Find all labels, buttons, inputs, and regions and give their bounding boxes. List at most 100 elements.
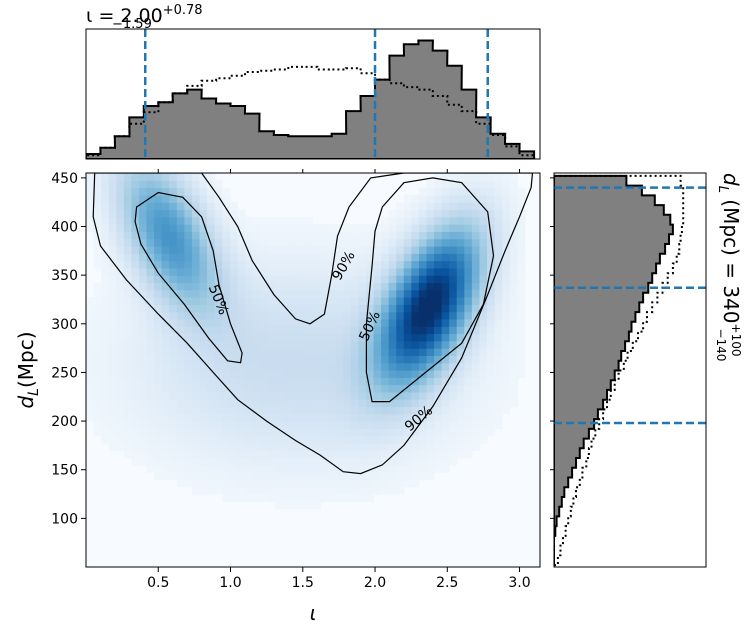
heatmap-cell bbox=[509, 384, 518, 393]
heatmap-cell bbox=[169, 238, 178, 247]
heatmap-cell bbox=[335, 267, 344, 276]
heatmap-cell bbox=[381, 413, 390, 422]
heatmap-cell bbox=[343, 275, 352, 284]
heatmap-cell bbox=[131, 428, 140, 437]
heatmap-cell bbox=[471, 391, 481, 400]
heatmap-cell bbox=[403, 231, 412, 240]
heatmap-cell bbox=[320, 450, 329, 459]
heatmap-cell bbox=[154, 391, 163, 400]
heatmap-cell bbox=[396, 442, 405, 451]
heatmap-cell bbox=[335, 282, 344, 291]
heatmap-cell bbox=[388, 377, 397, 386]
heatmap-cell bbox=[434, 267, 443, 276]
heatmap-cell bbox=[297, 399, 307, 408]
heatmap-cell bbox=[305, 472, 314, 481]
heatmap-cell bbox=[108, 209, 117, 218]
heatmap-cell bbox=[343, 245, 352, 254]
heatmap-cell bbox=[297, 370, 307, 378]
heatmap-cell bbox=[305, 348, 314, 357]
heatmap-cell bbox=[509, 209, 518, 218]
heatmap-cell bbox=[138, 289, 148, 298]
x-tick-label: 1.0 bbox=[219, 575, 241, 591]
heatmap-cell bbox=[229, 245, 238, 254]
heatmap-cell bbox=[411, 282, 420, 291]
heatmap-cell bbox=[358, 479, 367, 488]
heatmap-cell bbox=[471, 442, 481, 451]
heatmap-cell bbox=[169, 333, 178, 342]
heatmap-cell bbox=[138, 333, 148, 342]
heatmap-cell bbox=[494, 377, 503, 386]
heatmap-cell bbox=[290, 260, 299, 269]
heatmap-cell bbox=[449, 267, 458, 276]
heatmap-cell bbox=[131, 340, 140, 349]
heatmap-cell bbox=[222, 282, 231, 291]
heatmap-cell bbox=[350, 406, 359, 415]
heatmap-cell bbox=[214, 209, 223, 218]
heatmap-cell bbox=[290, 253, 299, 262]
heatmap-cell bbox=[252, 224, 261, 232]
heatmap-cell bbox=[146, 282, 155, 291]
heatmap-cell bbox=[517, 318, 526, 327]
heatmap-cell bbox=[297, 384, 307, 393]
heatmap-cell bbox=[320, 245, 329, 254]
heatmap-cell bbox=[161, 406, 170, 415]
heatmap-cell bbox=[456, 318, 465, 327]
heatmap-cell bbox=[138, 370, 148, 378]
heatmap-cell bbox=[464, 275, 473, 284]
heatmap-cell bbox=[358, 253, 367, 262]
heatmap-cell bbox=[169, 384, 178, 393]
heatmap-cell bbox=[456, 202, 465, 211]
heatmap-cell bbox=[199, 216, 208, 225]
top-posterior-hist bbox=[86, 39, 536, 159]
heatmap-cell bbox=[199, 318, 208, 327]
heatmap-cell bbox=[388, 406, 397, 415]
heatmap-cell bbox=[396, 486, 405, 495]
heatmap-cell bbox=[229, 362, 238, 371]
heatmap-cell bbox=[464, 406, 473, 415]
heatmap-cell bbox=[138, 318, 148, 327]
heatmap-cell bbox=[418, 413, 428, 422]
heatmap-cell bbox=[502, 362, 511, 371]
heatmap-cell bbox=[305, 494, 314, 502]
heatmap-cell bbox=[313, 289, 322, 298]
heatmap-cell bbox=[184, 297, 193, 305]
heatmap-cell bbox=[313, 340, 322, 349]
heatmap-cell bbox=[229, 267, 238, 276]
heatmap-cell bbox=[244, 224, 254, 232]
heatmap-cell bbox=[502, 384, 511, 393]
heatmap-cell bbox=[260, 464, 269, 473]
heatmap-cell bbox=[237, 289, 246, 298]
heatmap-cell bbox=[464, 267, 473, 276]
heatmap-cell bbox=[207, 224, 216, 232]
heatmap-cell bbox=[184, 224, 193, 232]
heatmap-cell bbox=[116, 253, 125, 262]
heatmap-cell bbox=[494, 413, 503, 422]
heatmap-cell bbox=[229, 202, 238, 211]
heatmap-cell bbox=[101, 399, 110, 408]
heatmap-cell bbox=[434, 391, 443, 400]
heatmap-cell bbox=[434, 180, 443, 189]
heatmap-cell bbox=[464, 304, 473, 313]
heatmap-cell bbox=[252, 318, 261, 327]
heatmap-cell bbox=[441, 333, 450, 342]
heatmap-cell bbox=[381, 348, 390, 357]
heatmap-cell bbox=[350, 348, 359, 357]
heatmap-cell bbox=[449, 202, 458, 211]
heatmap-cell bbox=[252, 494, 261, 502]
heatmap-cell bbox=[487, 311, 496, 320]
heatmap-cell bbox=[441, 173, 450, 181]
heatmap-cell bbox=[502, 267, 511, 276]
heatmap-cell bbox=[207, 486, 216, 495]
heatmap-cell bbox=[161, 289, 170, 298]
heatmap-cell bbox=[373, 362, 382, 371]
heatmap-cell bbox=[388, 472, 397, 481]
heatmap-cell bbox=[267, 216, 276, 225]
heatmap-cell bbox=[169, 435, 178, 444]
heatmap-cell bbox=[252, 435, 261, 444]
heatmap-cell bbox=[161, 311, 170, 320]
heatmap-cell bbox=[252, 231, 261, 240]
heatmap-cell bbox=[123, 391, 132, 400]
heatmap-cell bbox=[101, 318, 110, 327]
heatmap-cell bbox=[229, 253, 238, 262]
heatmap-cell bbox=[328, 450, 337, 459]
